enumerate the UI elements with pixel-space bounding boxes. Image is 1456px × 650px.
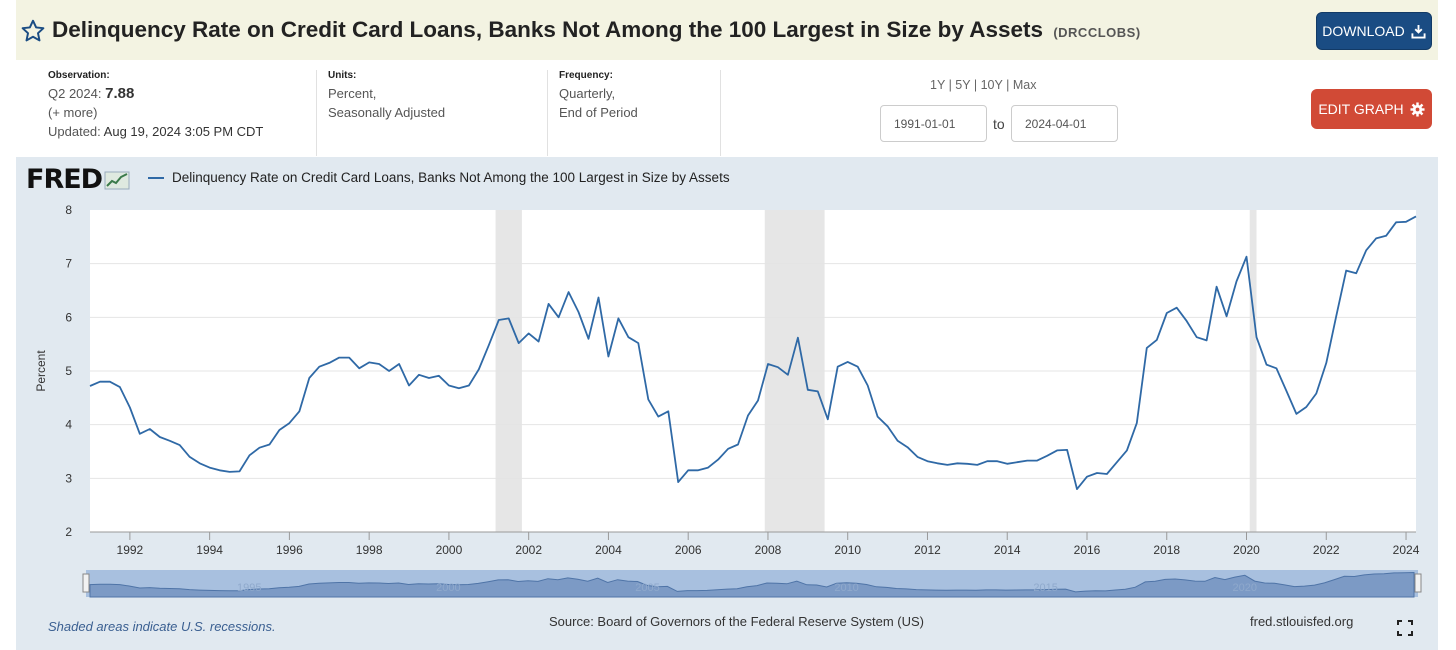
chart-panel (16, 157, 1438, 650)
fred-graph-icon (104, 171, 130, 190)
fred-logo: FRED (26, 164, 130, 195)
fred-logo-text: FRED (26, 164, 103, 195)
range-1y-link[interactable]: 1Y (930, 78, 946, 92)
units-line2: Seasonally Adjusted (328, 105, 446, 120)
observation-label: Observation: (48, 70, 110, 81)
frequency-line2: End of Period (559, 105, 638, 120)
recession-note: Shaded areas indicate U.S. recessions. (48, 619, 276, 634)
more-link[interactable]: (+ more) (48, 105, 98, 120)
updated-label: Updated: (48, 124, 101, 139)
edit-graph-button[interactable]: EDIT GRAPH (1311, 89, 1432, 129)
download-label: DOWNLOAD (1322, 23, 1405, 39)
divider (316, 70, 317, 156)
end-date-input[interactable]: 2024-04-01 (1011, 105, 1118, 142)
divider (720, 70, 721, 156)
units-line1: Percent, (328, 86, 377, 101)
units-label: Units: (328, 70, 357, 81)
observation-period: Q2 2024: (48, 86, 102, 101)
series-id: (DRCCLOBS) (1053, 25, 1141, 40)
observation-value: 7.88 (105, 85, 135, 102)
chart-legend: Delinquency Rate on Credit Card Loans, B… (148, 170, 730, 185)
range-links: 1Y | 5Y | 10Y | Max (930, 78, 1036, 92)
frequency-label: Frequency: (559, 70, 613, 81)
star-icon[interactable] (20, 18, 46, 44)
download-icon (1411, 24, 1426, 39)
fullscreen-icon[interactable] (1397, 620, 1413, 636)
range-sep: | (948, 78, 952, 92)
edit-graph-label: EDIT GRAPH (1318, 101, 1404, 117)
units-block: Units: Percent, Seasonally Adjusted (328, 70, 538, 156)
range-10y-link[interactable]: 10Y (980, 78, 1003, 92)
legend-swatch (148, 176, 164, 179)
range-sep: | (1006, 78, 1010, 92)
range-5y-link[interactable]: 5Y (955, 78, 971, 92)
range-sep: | (973, 78, 978, 92)
divider (547, 70, 548, 156)
range-max-link[interactable]: Max (1012, 78, 1037, 92)
title-bar (16, 0, 1438, 60)
source-note: Source: Board of Governors of the Federa… (549, 614, 924, 629)
series-title: Delinquency Rate on Credit Card Loans, B… (52, 17, 1044, 42)
gear-icon (1410, 101, 1425, 117)
to-label: to (993, 116, 1005, 132)
site-link[interactable]: fred.stlouisfed.org (1250, 614, 1354, 629)
download-button[interactable]: DOWNLOAD (1316, 12, 1432, 50)
page-title: Delinquency Rate on Credit Card Loans, B… (52, 17, 1141, 43)
observation-block: Observation: Q2 2024: 7.88 (+ more) Upda… (48, 70, 308, 156)
start-date-input[interactable]: 1991-01-01 (880, 105, 987, 142)
frequency-block: Frequency: Quarterly, End of Period (559, 70, 719, 156)
updated-value: Aug 19, 2024 3:05 PM CDT (103, 124, 264, 139)
legend-label: Delinquency Rate on Credit Card Loans, B… (172, 170, 730, 185)
frequency-line1: Quarterly, (559, 86, 616, 101)
